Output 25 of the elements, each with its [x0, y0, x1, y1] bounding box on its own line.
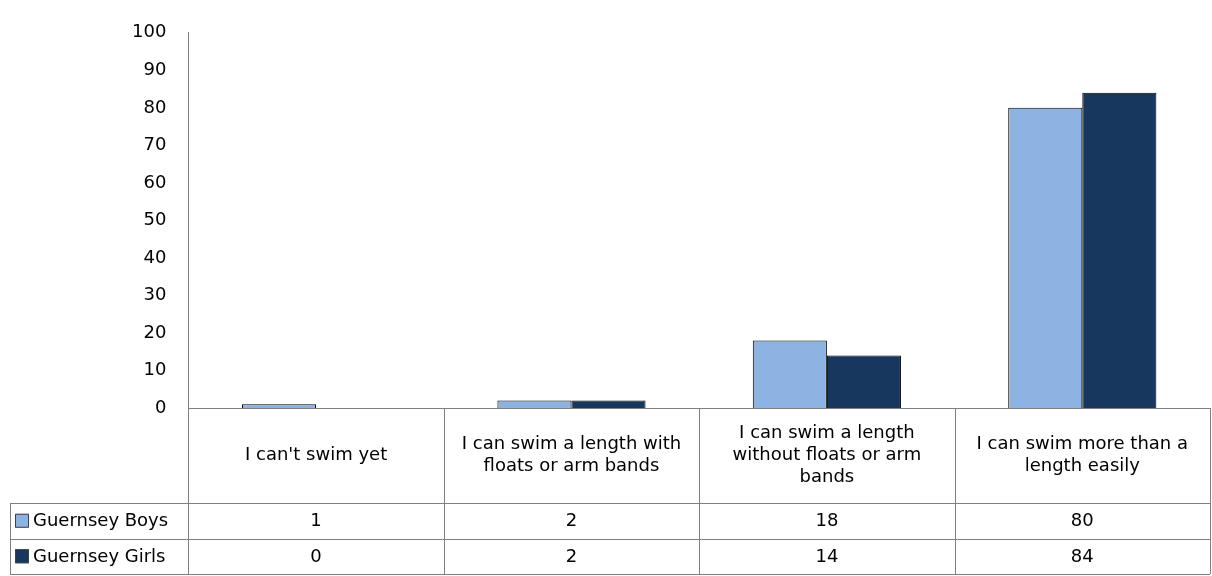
y-tick-label: 70: [143, 133, 167, 155]
x-tick-label: I can swim more than a length easily: [976, 432, 1189, 476]
data-label: 84: [1070, 544, 1094, 566]
y-tick-label: 90: [143, 57, 167, 79]
legend-label: Guernsey Girls: [33, 544, 166, 566]
y-tick-label: 10: [143, 358, 167, 380]
data-label: 14: [815, 544, 839, 566]
legend-label: Guernsey Boys: [33, 509, 169, 531]
x-tick-label: I can't swim yet: [244, 443, 388, 465]
y-tick-label: 0: [154, 395, 167, 417]
x-tick-label: I can swim a length without floats or arm bands: [732, 421, 922, 487]
x-tick-label: I can swim a length with floats or arm bands: [461, 432, 682, 476]
data-label: 18: [815, 509, 839, 531]
y-tick-label: 20: [143, 320, 167, 342]
y-tick-label: 40: [143, 245, 167, 267]
data-label: 80: [1070, 509, 1094, 531]
data-label: 0: [310, 544, 322, 566]
data-label: 2: [565, 509, 578, 531]
y-tick-label: 50: [143, 208, 167, 230]
data-label: 1: [310, 509, 322, 531]
y-tick-label: 100: [132, 20, 167, 42]
y-tick-label: 60: [143, 170, 167, 192]
y-tick-label: 30: [143, 283, 167, 305]
data-label: 2: [565, 544, 578, 566]
y-tick-label: 80: [143, 95, 167, 117]
